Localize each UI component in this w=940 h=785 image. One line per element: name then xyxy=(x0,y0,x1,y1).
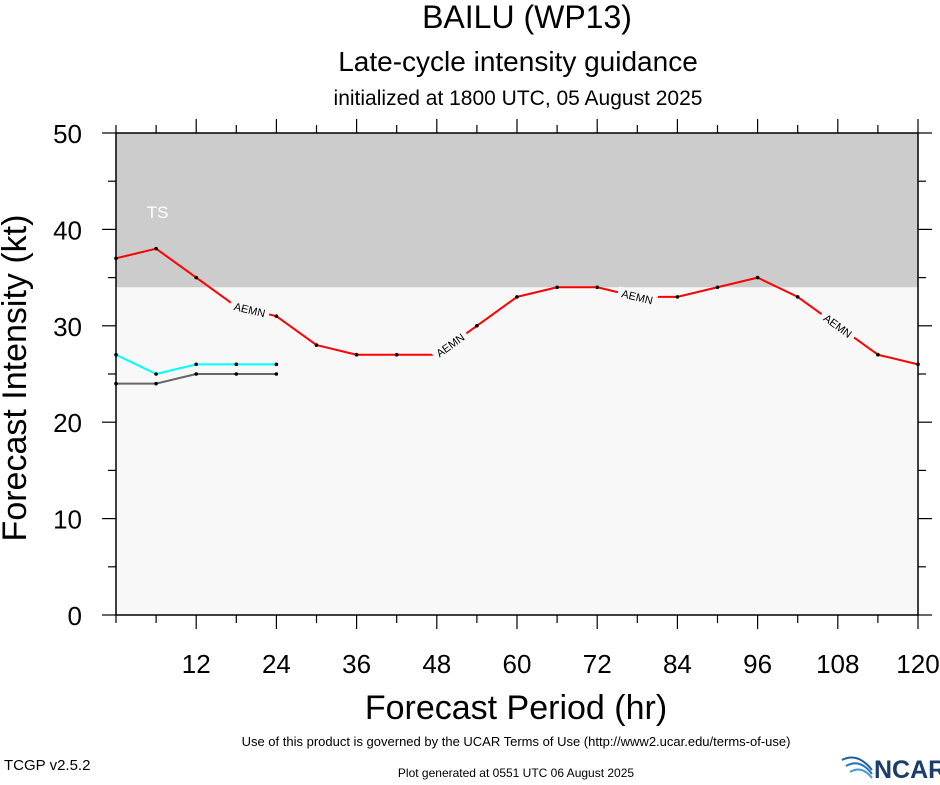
y-tick-label: 20 xyxy=(53,408,82,438)
x-tick-label: 84 xyxy=(663,649,692,679)
data-point xyxy=(795,295,800,299)
y-axis-label: Forecast Intensity (kt) xyxy=(0,215,34,542)
x-tick-label: 36 xyxy=(342,649,371,679)
series-1 xyxy=(114,352,279,376)
data-point xyxy=(234,372,239,376)
data-point xyxy=(715,285,720,290)
series-label-bg xyxy=(430,328,470,362)
x-tick-label: 96 xyxy=(743,649,772,679)
data-point xyxy=(154,372,158,376)
chart-subtitle: Late-cycle intensity guidance xyxy=(338,46,698,77)
data-point xyxy=(274,314,279,318)
x-axis-label: Forecast Period (hr) xyxy=(365,689,667,727)
x-tick-label: 48 xyxy=(422,649,451,679)
chart-initialized: initialized at 1800 UTC, 05 August 2025 xyxy=(334,87,703,110)
x-tick-label: 120 xyxy=(896,649,939,679)
x-axis: 12 24 36 48 60 72 84 96 108 120 xyxy=(115,119,940,679)
data-point xyxy=(515,295,519,299)
terms-of-use: Use of this product is governed by the U… xyxy=(242,734,791,749)
y-tick-label: 0 xyxy=(68,601,82,631)
generated-timestamp: Plot generated at 0551 UTC 06 August 202… xyxy=(398,766,634,780)
y-tick-label: 10 xyxy=(53,505,82,535)
band-label-ts: TS xyxy=(147,203,169,222)
y-tick-label: 30 xyxy=(53,312,82,342)
series-label-bg xyxy=(818,309,858,343)
data-point xyxy=(194,275,198,280)
data-point xyxy=(154,381,158,386)
data-point xyxy=(234,362,239,367)
ncar-logo-swoosh-icon xyxy=(841,756,873,779)
x-tick-label: 12 xyxy=(182,649,211,679)
chart-title: BAILU (WP13) xyxy=(422,0,632,35)
series-label-bg xyxy=(616,286,659,308)
data-point xyxy=(194,372,198,376)
x-tick-label: 60 xyxy=(503,649,532,679)
data-point xyxy=(274,362,279,367)
data-point xyxy=(755,275,760,280)
series-2 xyxy=(114,372,279,386)
data-point xyxy=(675,295,680,299)
y-tick-label: 40 xyxy=(53,215,82,245)
data-point xyxy=(154,246,158,251)
x-tick-label: 108 xyxy=(816,649,859,679)
ncar-logo-text: NCAR xyxy=(874,756,940,780)
x-tick-label: 72 xyxy=(583,649,612,679)
band-ts xyxy=(116,133,918,288)
data-point xyxy=(394,352,399,357)
version-label: TCGP v2.5.2 xyxy=(4,757,90,774)
data-point xyxy=(475,324,479,328)
x-tick-label: 24 xyxy=(262,649,291,679)
data-point xyxy=(274,372,279,376)
data-point xyxy=(595,285,599,290)
ncar-logo: NCAR xyxy=(841,756,940,784)
data-point xyxy=(194,362,198,367)
data-point xyxy=(876,352,880,357)
data-point xyxy=(314,343,319,347)
data-point xyxy=(555,285,559,290)
y-axis: 0 10 20 30 40 50 xyxy=(53,119,932,631)
intensity-bands: TS xyxy=(116,133,918,288)
series-label-bg xyxy=(228,299,271,321)
y-tick-label: 50 xyxy=(53,119,82,149)
data-point xyxy=(354,352,359,357)
